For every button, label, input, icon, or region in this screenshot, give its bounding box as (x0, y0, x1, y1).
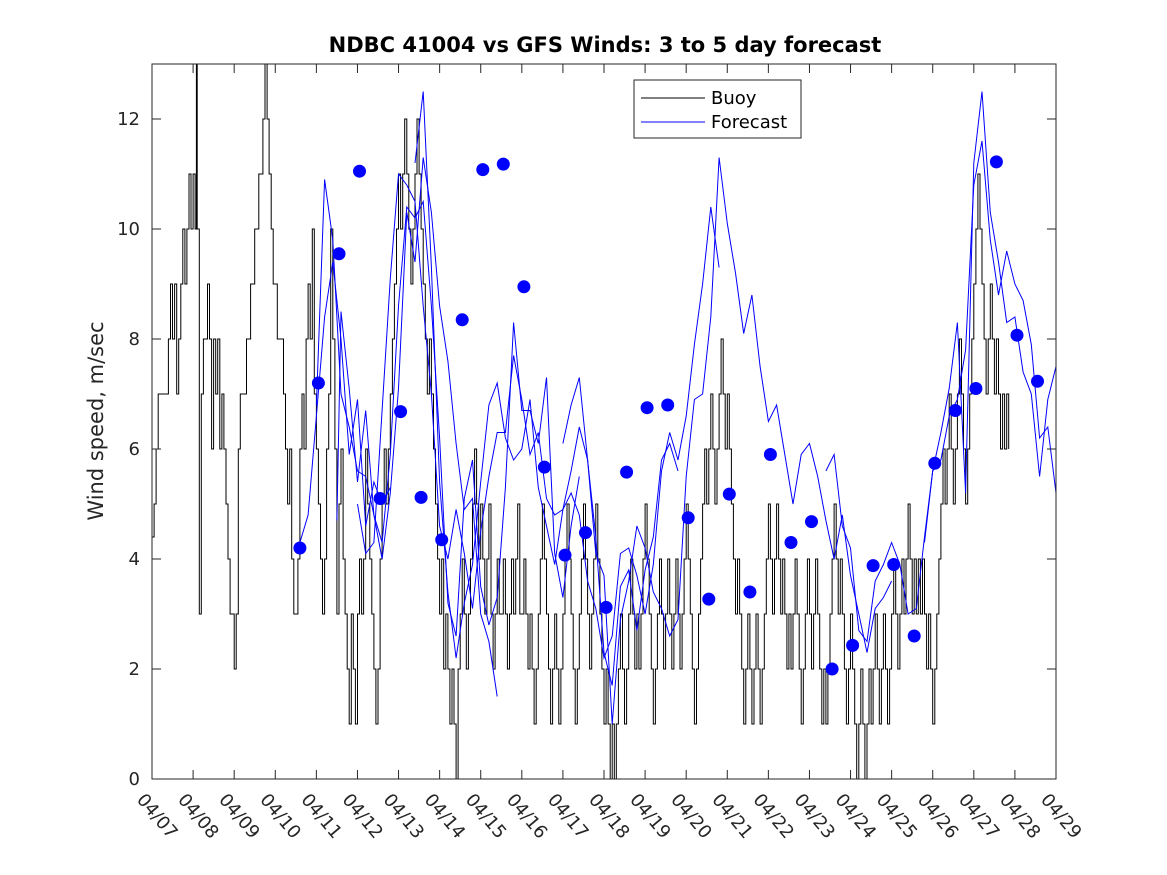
forecast-marker (476, 163, 490, 177)
forecast-marker (846, 638, 860, 652)
forecast-line-5 (562, 157, 893, 725)
buoy-line (152, 63, 1010, 780)
forecast-marker (640, 401, 654, 415)
legend-forecast-label: Forecast (711, 112, 787, 133)
plot-background (152, 64, 1056, 779)
forecast-marker (373, 492, 387, 505)
forecast-marker (414, 490, 428, 504)
forecast-marker (1010, 328, 1024, 342)
forecast-marker (763, 448, 777, 461)
legend-box (633, 79, 802, 139)
forecast-marker (517, 280, 531, 294)
forecast-marker (805, 515, 818, 529)
forecast-marker (661, 398, 675, 412)
buoy-series (152, 63, 1010, 780)
forecast-marker (928, 456, 942, 470)
y-tick-label: 12 (117, 109, 140, 130)
forecast-line-3 (357, 172, 679, 686)
y-tick-label: 8 (129, 329, 140, 350)
forecast-line-2 (336, 199, 580, 637)
forecast-marker (825, 662, 839, 676)
forecast-marker (722, 487, 736, 501)
forecast-marker (1031, 374, 1044, 388)
forecast-marker (455, 313, 469, 327)
chart-title: NDBC 41004 vs GFS Winds: 3 to 5 day fore… (329, 33, 882, 57)
y-axis: 0 2 4 6 8 10 12 (117, 109, 1056, 790)
forecast-marker (435, 533, 449, 547)
forecast-marker (311, 376, 325, 390)
legend: Buoy Forecast (633, 79, 802, 139)
forecast-series (299, 91, 1057, 725)
forecast-marker (989, 155, 1003, 169)
forecast-marker (394, 405, 408, 419)
forecast-line-4 (414, 91, 720, 660)
y-tick-label: 0 (129, 769, 140, 790)
forecast-marker (907, 629, 921, 643)
forecast-line-6 (825, 140, 1057, 643)
forecast-marker (887, 558, 901, 571)
forecast-marker (620, 465, 634, 479)
y-tick-label: 2 (129, 659, 140, 680)
forecast-markers (293, 155, 1044, 676)
forecast-marker (948, 404, 962, 417)
forecast-line-0 (299, 261, 391, 543)
forecast-marker (866, 559, 880, 573)
forecast-marker (681, 511, 695, 525)
y-tick-label: 10 (117, 219, 140, 240)
forecast-marker (784, 536, 798, 549)
forecast-marker (579, 526, 592, 540)
forecast-marker (969, 382, 983, 395)
legend-buoy-label: Buoy (711, 88, 757, 109)
y-tick-label: 4 (129, 549, 140, 570)
forecast-marker (496, 157, 510, 171)
forecast-marker (293, 541, 307, 555)
forecast-marker (558, 548, 572, 562)
forecast-marker (537, 460, 551, 474)
forecast-marker (702, 592, 716, 606)
forecast-marker (332, 247, 346, 261)
y-tick-label: 6 (129, 439, 140, 460)
forecast-marker (743, 585, 757, 599)
plot-area (151, 63, 1057, 780)
forecast-marker (599, 600, 613, 614)
forecast-marker (353, 164, 366, 178)
forecast-line-7 (924, 91, 1057, 543)
y-axis-label: Wind speed, m/sec (84, 321, 108, 520)
